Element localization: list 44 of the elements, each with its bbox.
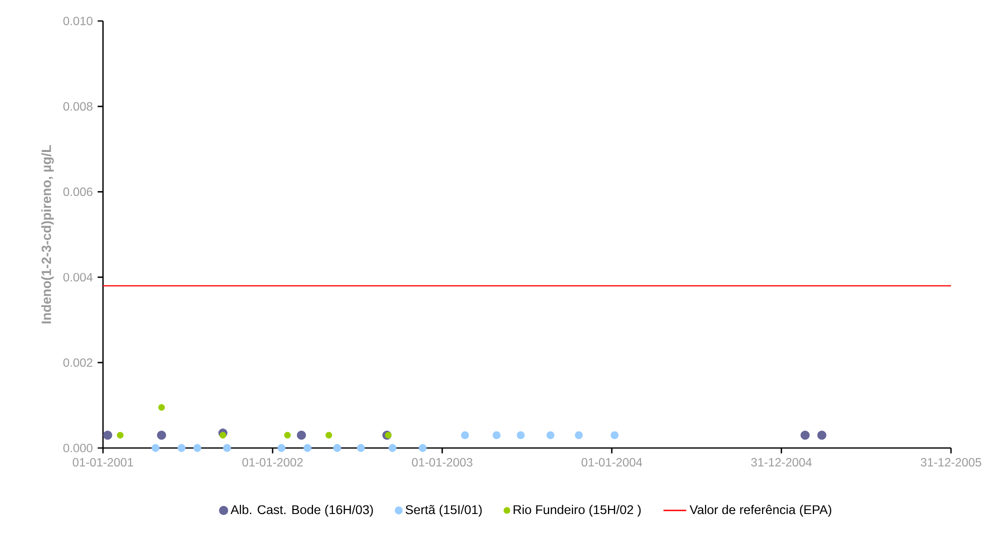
y-tick-label: 0.006 <box>63 188 92 196</box>
legend-label: Valor de referência (EPA) <box>690 504 832 517</box>
point <box>418 444 427 452</box>
legend-label: Alb. Cast. Bode (16H/03) <box>230 504 373 517</box>
point <box>223 444 232 452</box>
point <box>356 444 365 452</box>
x-tick-label: 01-01-2004 <box>582 458 642 467</box>
y-tick-label: 0.008 <box>63 102 92 111</box>
y-tick-label: 0.000 <box>63 444 92 452</box>
point <box>610 431 619 440</box>
point <box>574 431 583 440</box>
point <box>158 404 165 411</box>
point <box>277 444 286 452</box>
point <box>220 432 226 439</box>
y-tick-label: 0.002 <box>63 358 92 367</box>
point <box>296 430 306 440</box>
point <box>492 431 501 440</box>
point <box>193 444 202 452</box>
point <box>388 444 396 452</box>
x-tick-label: 31-12-2004 <box>751 458 812 467</box>
legend-label: Rio Fundeiro (15H/02 ) <box>514 504 641 517</box>
point <box>800 430 810 440</box>
point <box>103 430 112 440</box>
x-tick-label: 01-01-2001 <box>72 458 134 467</box>
point <box>546 431 554 440</box>
point <box>817 430 826 440</box>
legend-label: Sertã (15I/01) <box>406 504 482 517</box>
point <box>152 444 160 452</box>
y-axis-title: Indeno(1-2-3-cd)pireno, µg/L <box>41 145 54 324</box>
point <box>461 431 469 440</box>
point <box>325 432 332 439</box>
point <box>384 432 392 439</box>
point <box>178 444 186 452</box>
point <box>333 444 342 452</box>
point <box>304 444 312 452</box>
x-tick-label: 01-01-2003 <box>412 458 472 467</box>
x-tick-label: 01-01-2002 <box>242 458 303 467</box>
y-tick-label: 0.004 <box>63 272 93 282</box>
x-tick-label: 31-12-2005 <box>920 458 982 467</box>
point <box>516 431 525 440</box>
point <box>284 432 291 439</box>
point <box>116 432 124 439</box>
y-tick-label: 0.010 <box>63 16 92 26</box>
point <box>156 430 166 440</box>
